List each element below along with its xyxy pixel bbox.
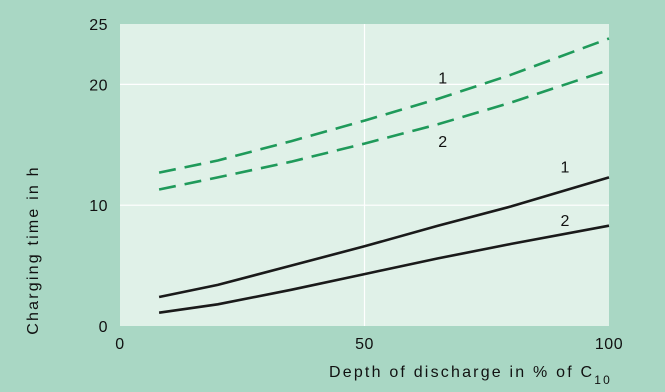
curve-label-4: 2 [561,213,570,230]
curve-label-2: 2 [438,134,447,151]
grid-lines [120,24,609,326]
y-tick-label-20: 20 [89,77,108,94]
x-tick-label-100: 100 [595,336,623,353]
series-lines [158,37,610,314]
series-line-2 [158,68,610,191]
curve-label-1: 1 [438,70,447,87]
curve-label-3: 1 [561,159,570,176]
y-tick-label-0: 0 [99,319,108,336]
x-tick-label-50: 50 [355,336,374,353]
y-tick-label-10: 10 [89,198,108,215]
x-axis-title: Depth of discharge in % of C10 [329,364,612,387]
series-line-1 [158,37,610,174]
series-line-3 [158,176,610,299]
x-tick-label-0: 0 [115,336,124,353]
x-axis: 0 50 100 [115,336,623,353]
series-line-4 [158,224,610,314]
y-axis: 0 10 20 25 [89,17,108,336]
y-tick-label-25: 25 [89,17,108,34]
curve-labels: 1 2 1 2 [438,70,569,230]
y-axis-title: Charging time in h [25,165,42,334]
